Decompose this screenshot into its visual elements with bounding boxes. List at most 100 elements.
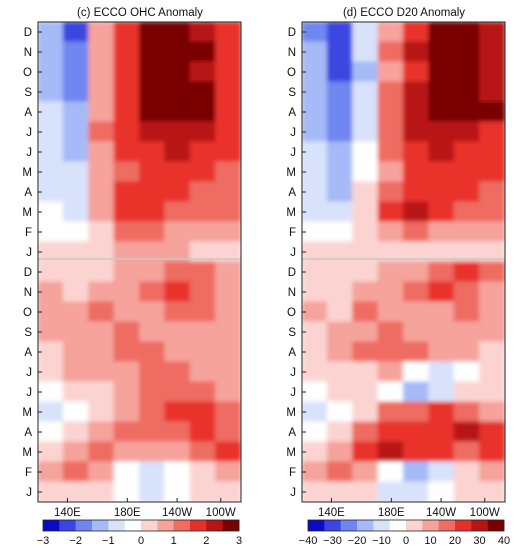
heatmap-cell — [403, 241, 430, 263]
y-tick-label: M — [286, 207, 296, 219]
heatmap-cell — [113, 241, 141, 263]
colorbar-swatch — [422, 520, 439, 531]
heatmap-cell — [164, 61, 191, 83]
ohc-anomaly-panel: (c) ECCO OHC Anomaly DNOSAJJMAMFJDNOSAJJ… — [22, 7, 242, 547]
heatmap-cell — [352, 481, 379, 502]
heatmap-cell — [139, 61, 166, 83]
heatmap-cell — [164, 361, 191, 383]
heatmap-cell — [377, 401, 405, 423]
heatmap-cell — [88, 421, 115, 443]
heatmap-cell — [352, 221, 379, 243]
heatmap-cell — [62, 141, 90, 163]
heatmap-cell — [377, 161, 405, 183]
heatmap-cell — [88, 381, 115, 403]
heatmap-cell — [377, 421, 405, 443]
heatmap-cell — [302, 22, 328, 43]
heatmap-cell — [326, 141, 354, 163]
heatmap-cell — [88, 461, 115, 483]
heatmap-cell — [428, 441, 455, 463]
colorbar-tick-label: −10 — [372, 535, 391, 547]
heatmap-cell — [453, 61, 481, 83]
heatmap-cell — [302, 381, 328, 403]
heatmap-cell — [352, 381, 379, 403]
heatmap-cell — [164, 181, 191, 203]
heatmap-cell — [479, 441, 505, 463]
heatmap-cell — [62, 281, 90, 303]
colorbar-swatch — [389, 520, 407, 531]
heatmap-cell — [302, 121, 328, 143]
heatmap-cell — [453, 421, 481, 443]
heatmap-cell — [479, 321, 505, 343]
y-tick-label: J — [290, 367, 296, 379]
heatmap-cell — [139, 341, 166, 363]
colorbar-tick-label: −3 — [37, 535, 50, 547]
heatmap-cell — [352, 361, 379, 383]
colorbar-tick-label: −1 — [102, 535, 115, 547]
heatmap-cell — [326, 441, 354, 463]
heatmap-cell — [377, 141, 405, 163]
heatmap-cell — [164, 121, 191, 143]
colorbar-swatch — [108, 520, 125, 531]
colorbar-tick-label: 3 — [236, 535, 242, 547]
heatmap-cell — [38, 401, 64, 423]
colorbar-tick-label: −40 — [299, 535, 318, 547]
heatmap-cell — [215, 181, 241, 203]
heatmap-cell — [403, 61, 430, 83]
heatmap-cell — [403, 341, 430, 363]
heatmap-cell — [164, 241, 191, 263]
heatmap-cell — [113, 381, 141, 403]
heatmap-cell — [428, 181, 455, 203]
heatmap-cell — [302, 101, 328, 123]
heatmap-cell — [377, 181, 405, 203]
heatmap-cell — [326, 341, 354, 363]
heatmap-cell — [164, 201, 191, 223]
x-axis-ticks: 140E 180E 140W 100W — [54, 498, 236, 519]
heatmap-cell — [139, 441, 166, 463]
y-tick-label: A — [24, 427, 32, 439]
heatmap-cell — [326, 221, 354, 243]
heatmap-cell — [215, 201, 241, 223]
heatmap-cell — [479, 101, 505, 123]
heatmap-cell — [38, 201, 64, 223]
y-tick-label: J — [26, 487, 32, 499]
heatmap-cell — [62, 161, 90, 183]
y-tick-label: A — [24, 347, 32, 359]
heatmap-cell — [38, 361, 64, 383]
heatmap-cell — [113, 261, 141, 283]
heatmap-cell — [189, 241, 217, 263]
heatmap-cell — [453, 41, 481, 63]
heatmap-cell — [164, 221, 191, 243]
heatmap-cell — [62, 22, 90, 43]
heatmap-cell — [189, 281, 217, 303]
heatmap-cell — [352, 161, 379, 183]
heatmap-cell — [113, 301, 141, 323]
heatmap-cell — [113, 101, 141, 123]
heatmap-cell — [62, 61, 90, 83]
heatmap-cell — [189, 181, 217, 203]
colorbar: −3 −2 −1 0 1 2 3 — [37, 519, 242, 547]
heatmap-cell — [38, 261, 64, 283]
heatmap-cell — [377, 481, 405, 502]
heatmap-cell — [352, 241, 379, 263]
y-tick-label: J — [26, 127, 32, 139]
heatmap-cell — [139, 121, 166, 143]
colorbar-tick-label: −20 — [348, 535, 367, 547]
heatmap-cell — [164, 481, 191, 502]
y-tick-label: J — [26, 367, 32, 379]
y-tick-label: S — [288, 87, 296, 99]
heatmap-cell — [164, 381, 191, 403]
heatmap-cell — [352, 261, 379, 283]
heatmap-cell — [326, 22, 354, 43]
heatmap-cell — [215, 121, 241, 143]
heatmap-cell — [215, 241, 241, 263]
y-tick-label: J — [290, 487, 296, 499]
colorbar-tick-label: 2 — [203, 535, 209, 547]
heatmap-cell — [302, 421, 328, 443]
heatmap-cell — [377, 321, 405, 343]
heatmap-cell — [352, 301, 379, 323]
heatmap-cell — [428, 201, 455, 223]
d20-anomaly-panel: (d) ECCO D20 Anomaly DNOSAJJMAMFJDNOSAJJ… — [286, 7, 510, 547]
heatmap-cell — [403, 141, 430, 163]
y-tick-label: N — [24, 287, 32, 299]
heatmap-cell — [326, 281, 354, 303]
